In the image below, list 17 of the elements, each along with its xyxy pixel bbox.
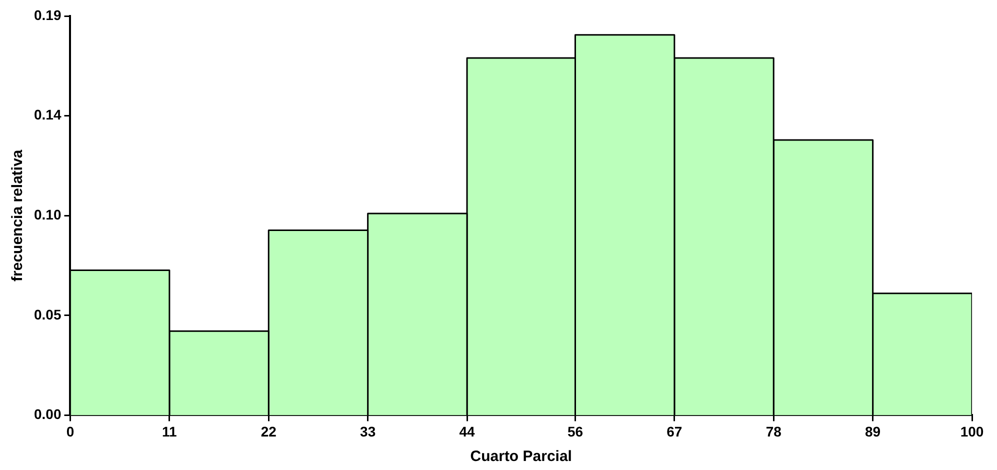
x-tick-label: 44	[459, 423, 476, 440]
y-axis-title: frecuencia relativa	[9, 149, 26, 282]
x-tick-label: 22	[260, 423, 277, 440]
y-tick-label: 0.00	[34, 406, 62, 422]
y-tick-label: 0.19	[34, 6, 62, 23]
x-tick-label: 0	[66, 423, 74, 440]
x-tick-label: 11	[162, 423, 178, 440]
x-tick-label: 56	[567, 423, 584, 440]
x-tick-label: 78	[766, 423, 782, 440]
x-tick-label: 67	[666, 423, 682, 440]
x-tick-label: 33	[360, 423, 376, 440]
y-tick-label: 0.14	[34, 106, 62, 123]
x-axis-title: Cuarto Parcial	[470, 448, 572, 466]
y-tick-label: 0.10	[34, 206, 62, 222]
x-tick-label: 89	[865, 423, 881, 440]
x-tick-label: 100	[960, 423, 984, 440]
y-tick-label: 0.05	[34, 306, 62, 322]
